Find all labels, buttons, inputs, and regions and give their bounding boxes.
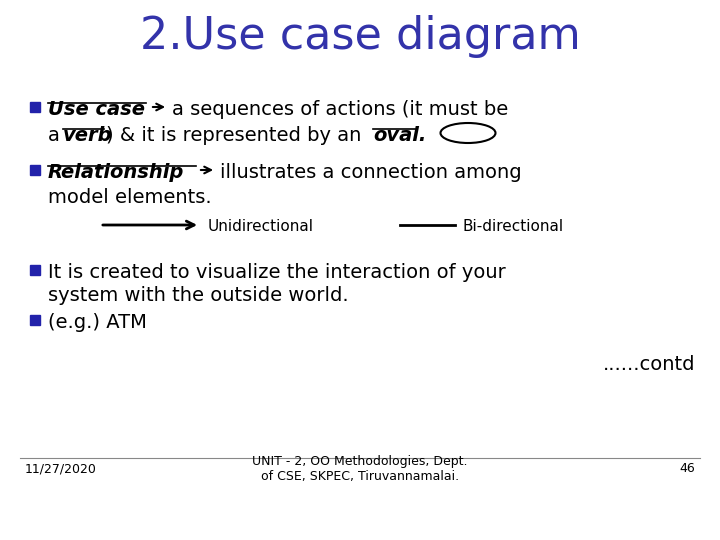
Text: Use case: Use case [48, 100, 145, 119]
Text: It is created to visualize the interaction of your: It is created to visualize the interacti… [48, 263, 505, 282]
Text: oval.: oval. [373, 126, 426, 145]
Text: Bi-directional: Bi-directional [462, 219, 563, 234]
Text: (e.g.) ATM: (e.g.) ATM [48, 313, 147, 332]
Text: ) & it is represented by an: ) & it is represented by an [106, 126, 368, 145]
Text: model elements.: model elements. [48, 188, 212, 207]
Text: illustrates a connection among: illustrates a connection among [220, 163, 521, 182]
Text: 11/27/2020: 11/27/2020 [25, 462, 97, 475]
Text: Unidirectional: Unidirectional [208, 219, 314, 234]
Text: a: a [48, 126, 66, 145]
Text: a sequences of actions (it must be: a sequences of actions (it must be [172, 100, 508, 119]
Bar [30, 165, 40, 175]
Text: Relationship: Relationship [48, 163, 184, 182]
Text: UNIT - 2, OO Methodologies, Dept.
of CSE, SKPEC, Tiruvannamalai.: UNIT - 2, OO Methodologies, Dept. of CSE… [252, 455, 468, 483]
Text: 46: 46 [679, 462, 695, 475]
Text: system with the outside world.: system with the outside world. [48, 286, 348, 305]
Text: verb: verb [63, 126, 112, 145]
Bar [30, 315, 40, 325]
Text: 2.Use case diagram: 2.Use case diagram [140, 15, 580, 58]
Bar [30, 102, 40, 112]
Bar [30, 265, 40, 275]
Text: ......contd: ......contd [603, 355, 695, 374]
